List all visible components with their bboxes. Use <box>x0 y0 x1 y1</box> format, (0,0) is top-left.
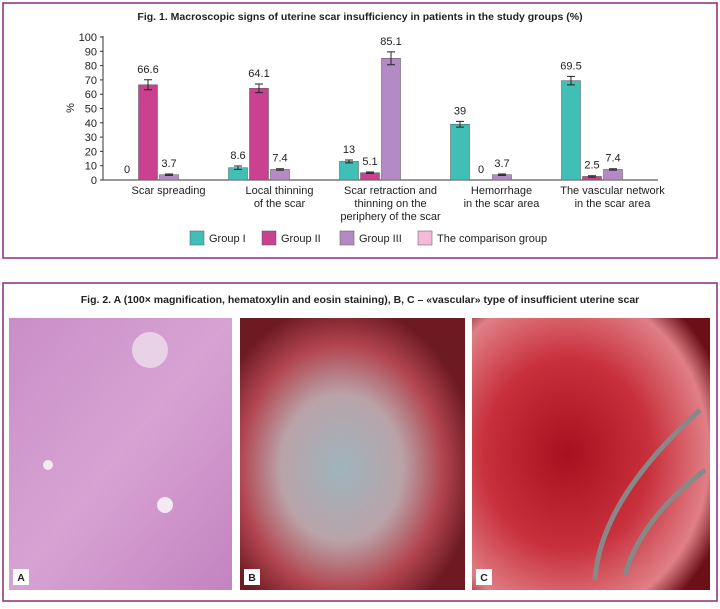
legend-swatch <box>261 230 277 246</box>
panel-label-box <box>244 569 260 585</box>
error-bar <box>567 75 575 86</box>
legend-label: Group III <box>359 233 402 245</box>
fig2-frame <box>2 282 718 602</box>
legend-swatch <box>417 230 433 246</box>
legend-label: The comparison group <box>437 233 547 245</box>
legend-swatch <box>339 230 355 246</box>
bar <box>270 169 290 181</box>
error-bar <box>498 173 506 176</box>
error-bar <box>588 175 596 178</box>
x-tick-label: The vascular network in the scar area <box>560 185 665 210</box>
data-label: 13 <box>343 144 355 156</box>
y-tick-label: 90 <box>85 46 97 58</box>
y-tick-label: 40 <box>85 118 97 130</box>
y-tick-label: 20 <box>85 146 97 158</box>
data-label: 5.1 <box>362 156 377 168</box>
error-bar <box>387 51 395 66</box>
x-tick-label: Hemorrhage in the scar area <box>464 185 541 210</box>
bar <box>339 161 359 181</box>
chart-title: Fig. 1. Macroscopic signs of uterine sca… <box>137 11 582 23</box>
error-bar <box>609 168 617 171</box>
panel-label: B <box>248 572 256 584</box>
error-bar <box>366 171 374 174</box>
bar <box>603 169 623 181</box>
data-label: 0 <box>124 164 130 176</box>
error-bar <box>345 159 353 164</box>
bar <box>249 88 269 181</box>
x-tick-label: Scar spreading <box>132 185 206 197</box>
panel-label-box <box>476 569 492 585</box>
data-label: 0 <box>478 164 484 176</box>
bar <box>450 123 470 181</box>
y-tick-label: 10 <box>85 161 97 173</box>
panel-label: A <box>17 572 25 584</box>
legend-label: Group I <box>209 233 246 245</box>
bar <box>561 80 581 181</box>
error-bar <box>255 83 263 94</box>
data-label: 7.4 <box>272 153 287 165</box>
photo-c <box>472 318 710 590</box>
y-tick-label: 0 <box>91 175 97 187</box>
y-tick-label: 80 <box>85 61 97 73</box>
y-tick-label: 60 <box>85 89 97 101</box>
bar <box>138 84 158 181</box>
y-tick-label: 70 <box>85 75 97 87</box>
photo-detail <box>157 497 173 513</box>
legend-label: Group II <box>281 233 321 245</box>
data-label: 3.7 <box>494 158 509 170</box>
fig2-caption: Fig. 2. A (100× magnification, hematoxyl… <box>81 294 640 306</box>
photo-b <box>240 318 465 590</box>
legend-swatch <box>189 230 205 246</box>
error-bar <box>456 120 464 128</box>
data-label: 7.4 <box>605 153 620 165</box>
data-label: 3.7 <box>161 158 176 170</box>
data-label: 69.5 <box>560 60 581 72</box>
x-tick-label: Scar retraction and thinning on the periph… <box>340 185 441 223</box>
y-tick-label: 50 <box>85 104 97 116</box>
photo-a <box>9 318 232 590</box>
photo-detail <box>132 332 168 368</box>
data-label: 8.6 <box>230 150 245 162</box>
data-label: 66.6 <box>137 64 158 76</box>
x-tick-label: Local thinning of the scar <box>246 185 314 210</box>
data-label: 85.1 <box>380 36 401 48</box>
error-bar <box>144 79 152 91</box>
error-bar <box>165 173 173 176</box>
data-label: 64.1 <box>248 68 269 80</box>
panel-label-box <box>13 569 29 585</box>
bar <box>381 58 401 181</box>
fig1-frame <box>2 2 718 259</box>
error-bar <box>234 165 242 170</box>
y-tick-label: 30 <box>85 132 97 144</box>
photo-detail <box>43 460 53 470</box>
error-bar <box>276 168 284 171</box>
data-label: 39 <box>454 105 466 117</box>
panel-label: C <box>480 572 488 584</box>
data-label: 2.5 <box>584 160 599 172</box>
y-axis-label: % <box>65 103 77 113</box>
forceps <box>592 408 707 581</box>
y-tick-label: 100 <box>79 32 97 44</box>
